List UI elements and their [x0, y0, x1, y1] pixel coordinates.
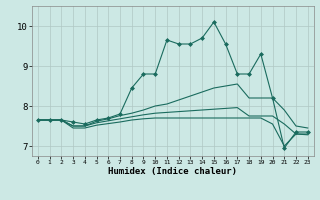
X-axis label: Humidex (Indice chaleur): Humidex (Indice chaleur): [108, 167, 237, 176]
